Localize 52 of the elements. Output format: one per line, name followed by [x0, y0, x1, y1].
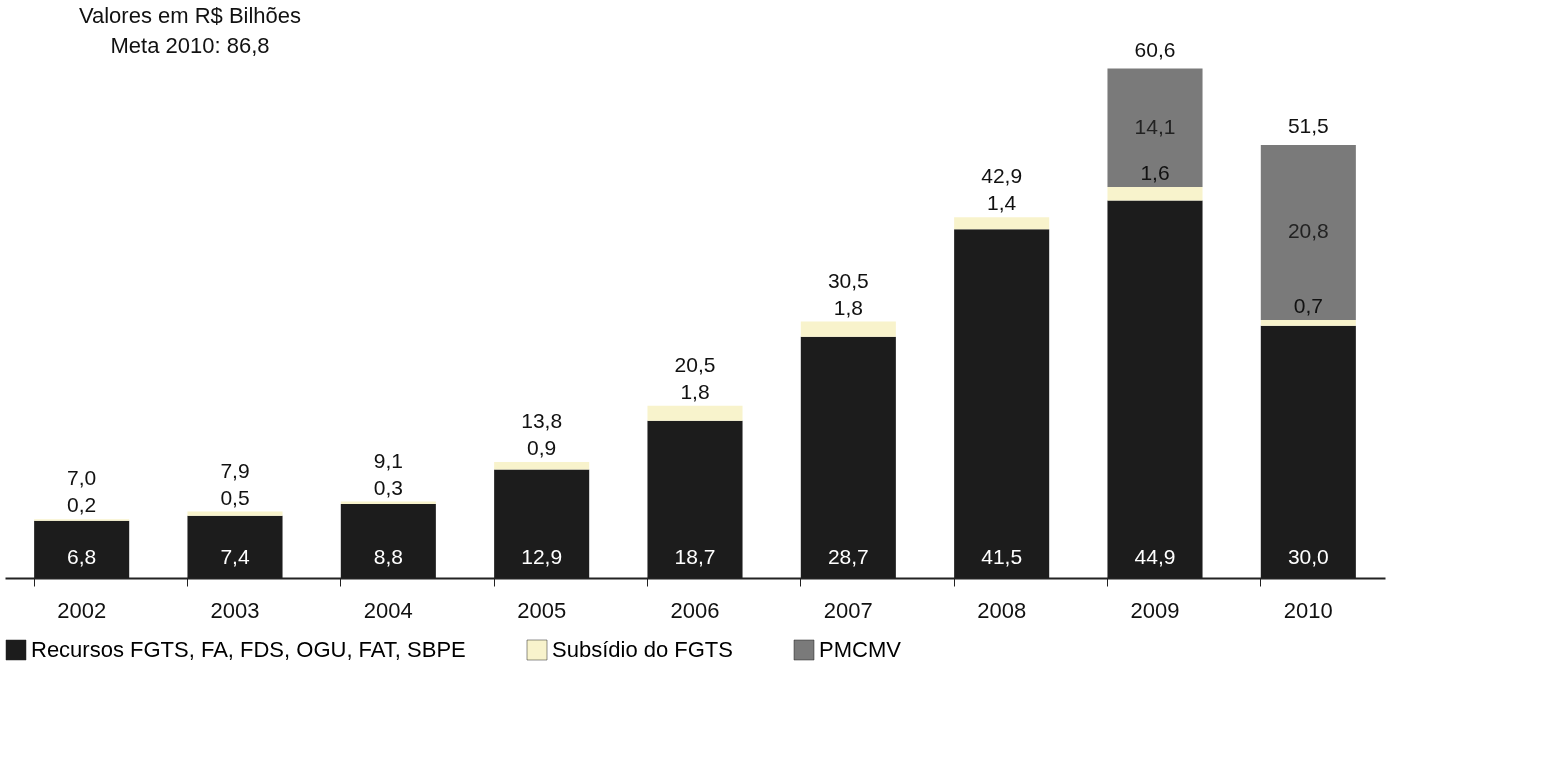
total-label: 7,0 [67, 466, 97, 490]
data-label: 1,6 [1140, 161, 1170, 185]
data-label: 44,9 [1134, 545, 1176, 568]
legend-label: Recursos FGTS, FA, FDS, OGU, FAT, SBPE [31, 637, 466, 662]
data-label: 1,8 [680, 379, 710, 403]
data-label: 0,9 [527, 435, 557, 459]
data-label: 6,8 [67, 545, 97, 568]
data-label: 8,8 [373, 545, 403, 568]
bar [187, 511, 283, 516]
data-label: 0,3 [373, 475, 403, 499]
total-label: 13,8 [521, 408, 563, 432]
data-label: 12,9 [521, 545, 563, 568]
x-tick-label: 2009 [1130, 597, 1180, 623]
bar [1260, 145, 1356, 320]
x-tick-label: 2006 [670, 597, 720, 623]
x-tick-label: 2003 [210, 597, 260, 623]
total-label: 20,5 [674, 352, 716, 376]
text: Meta 2010: 86,8 [110, 33, 270, 58]
x-tick-label: 2005 [517, 597, 567, 623]
x-tick-label: 2004 [363, 597, 413, 623]
data-label: 0,5 [220, 485, 250, 509]
bar [1107, 187, 1203, 201]
data-label: 28,7 [827, 545, 869, 568]
total-label: 7,9 [220, 458, 250, 482]
bar [1107, 68, 1203, 188]
total-label: 9,1 [373, 448, 403, 472]
data-label: 30,0 [1287, 545, 1329, 568]
data-label: 20,8 [1287, 219, 1329, 243]
data-label: 1,8 [833, 295, 863, 319]
x-tick-label: 2010 [1283, 597, 1333, 623]
total-label: 42,9 [981, 164, 1023, 188]
x-tick-label: 2008 [977, 597, 1027, 623]
legend-label: PMCMV [819, 637, 902, 662]
x-tick-label: 2007 [823, 597, 873, 623]
bar [494, 461, 590, 470]
data-label: 14,1 [1134, 114, 1176, 138]
bar [954, 217, 1050, 230]
data-label: 7,4 [220, 545, 250, 568]
bar [647, 405, 743, 421]
total-label: 30,5 [827, 268, 869, 292]
total-label: 51,5 [1287, 114, 1329, 138]
x-tick-label: 2002 [57, 597, 107, 623]
data-label: 0,7 [1293, 293, 1323, 317]
total-label: 60,6 [1134, 37, 1176, 61]
data-label: 0,2 [67, 493, 97, 517]
data-label: 1,4 [987, 191, 1017, 215]
text: Valores em R$ Bilhões [78, 3, 302, 28]
bar [1260, 319, 1356, 326]
bar [800, 321, 896, 337]
legend-label: Subsídio do FGTS [552, 637, 733, 662]
data-label: 41,5 [981, 545, 1023, 568]
data-label: 18,7 [674, 545, 716, 568]
